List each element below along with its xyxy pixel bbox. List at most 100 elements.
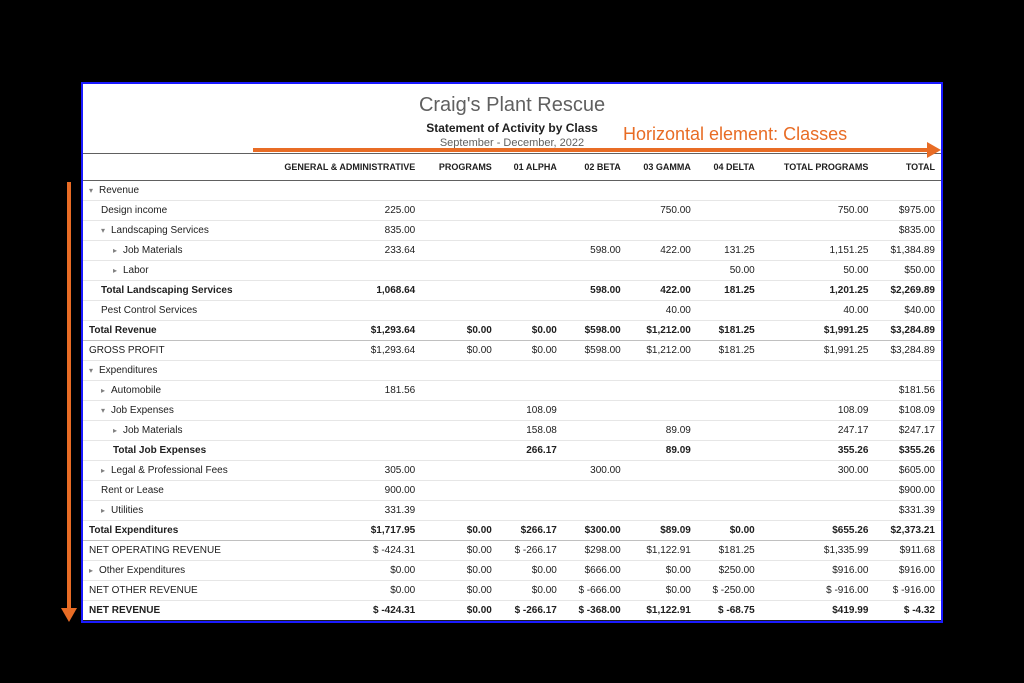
- value-cell[interactable]: [498, 481, 563, 501]
- value-cell[interactable]: $181.25: [697, 341, 761, 361]
- value-cell[interactable]: [563, 301, 627, 321]
- value-cell[interactable]: [421, 501, 498, 521]
- column-header[interactable]: TOTAL PROGRAMS: [761, 154, 875, 181]
- value-cell[interactable]: $1,335.99: [761, 541, 875, 561]
- value-cell[interactable]: 300.00: [563, 461, 627, 481]
- value-cell[interactable]: $0.00: [253, 561, 421, 581]
- value-cell[interactable]: 158.08: [498, 421, 563, 441]
- value-cell[interactable]: 598.00: [563, 241, 627, 261]
- value-cell[interactable]: 1,068.64: [253, 281, 421, 301]
- value-cell[interactable]: [253, 361, 421, 381]
- value-cell[interactable]: 750.00: [627, 201, 697, 221]
- value-cell[interactable]: $0.00: [421, 321, 498, 341]
- value-cell[interactable]: [627, 461, 697, 481]
- value-cell[interactable]: [563, 481, 627, 501]
- value-cell[interactable]: [697, 181, 761, 201]
- value-cell[interactable]: $ -4.32: [874, 601, 941, 621]
- column-header-account[interactable]: [83, 154, 253, 181]
- value-cell[interactable]: $ -368.00: [563, 601, 627, 621]
- value-cell[interactable]: $0.00: [498, 341, 563, 361]
- value-cell[interactable]: 750.00: [761, 201, 875, 221]
- value-cell[interactable]: $1,384.89: [874, 241, 941, 261]
- column-header[interactable]: 01 ALPHA: [498, 154, 563, 181]
- value-cell[interactable]: [697, 501, 761, 521]
- value-cell[interactable]: $598.00: [563, 321, 627, 341]
- value-cell[interactable]: 1,201.25: [761, 281, 875, 301]
- value-cell[interactable]: [498, 201, 563, 221]
- value-cell[interactable]: [627, 221, 697, 241]
- value-cell[interactable]: [697, 381, 761, 401]
- value-cell[interactable]: [498, 501, 563, 521]
- value-cell[interactable]: [253, 181, 421, 201]
- account-cell[interactable]: ▸Labor: [83, 261, 253, 281]
- value-cell[interactable]: $0.00: [498, 321, 563, 341]
- value-cell[interactable]: $598.00: [563, 341, 627, 361]
- value-cell[interactable]: [253, 301, 421, 321]
- expand-toggle-icon[interactable]: ▸: [113, 426, 121, 435]
- value-cell[interactable]: $1,212.00: [627, 321, 697, 341]
- value-cell[interactable]: $975.00: [874, 201, 941, 221]
- value-cell[interactable]: [761, 181, 875, 201]
- value-cell[interactable]: 89.09: [627, 441, 697, 461]
- value-cell[interactable]: [563, 361, 627, 381]
- value-cell[interactable]: $0.00: [421, 341, 498, 361]
- column-header[interactable]: 04 DELTA: [697, 154, 761, 181]
- value-cell[interactable]: $419.99: [761, 601, 875, 621]
- value-cell[interactable]: [421, 181, 498, 201]
- value-cell[interactable]: [498, 281, 563, 301]
- value-cell[interactable]: $655.26: [761, 521, 875, 541]
- value-cell[interactable]: $40.00: [874, 301, 941, 321]
- value-cell[interactable]: $300.00: [563, 521, 627, 541]
- value-cell[interactable]: [421, 361, 498, 381]
- value-cell[interactable]: 50.00: [761, 261, 875, 281]
- account-cell[interactable]: ▸Utilities: [83, 501, 253, 521]
- value-cell[interactable]: 108.09: [498, 401, 563, 421]
- value-cell[interactable]: [761, 221, 875, 241]
- value-cell[interactable]: $ -250.00: [697, 581, 761, 601]
- value-cell[interactable]: $1,212.00: [627, 341, 697, 361]
- value-cell[interactable]: 300.00: [761, 461, 875, 481]
- value-cell[interactable]: [627, 181, 697, 201]
- value-cell[interactable]: $1,991.25: [761, 321, 875, 341]
- value-cell[interactable]: 181.25: [697, 281, 761, 301]
- value-cell[interactable]: $2,269.89: [874, 281, 941, 301]
- value-cell[interactable]: [627, 481, 697, 501]
- value-cell[interactable]: $181.25: [697, 541, 761, 561]
- value-cell[interactable]: $331.39: [874, 501, 941, 521]
- expand-toggle-icon[interactable]: ▾: [89, 366, 97, 375]
- value-cell[interactable]: $3,284.89: [874, 321, 941, 341]
- value-cell[interactable]: $1,122.91: [627, 541, 697, 561]
- value-cell[interactable]: $0.00: [498, 561, 563, 581]
- value-cell[interactable]: [563, 441, 627, 461]
- value-cell[interactable]: [697, 401, 761, 421]
- value-cell[interactable]: [697, 441, 761, 461]
- value-cell[interactable]: 108.09: [761, 401, 875, 421]
- value-cell[interactable]: [253, 401, 421, 421]
- account-cell[interactable]: ▸Legal & Professional Fees: [83, 461, 253, 481]
- value-cell[interactable]: $0.00: [697, 521, 761, 541]
- value-cell[interactable]: 266.17: [498, 441, 563, 461]
- expand-toggle-icon[interactable]: ▸: [101, 506, 109, 515]
- value-cell[interactable]: [697, 461, 761, 481]
- value-cell[interactable]: $0.00: [253, 581, 421, 601]
- value-cell[interactable]: $835.00: [874, 221, 941, 241]
- value-cell[interactable]: [874, 361, 941, 381]
- value-cell[interactable]: [697, 361, 761, 381]
- value-cell[interactable]: $3,284.89: [874, 341, 941, 361]
- value-cell[interactable]: [761, 361, 875, 381]
- value-cell[interactable]: [627, 401, 697, 421]
- value-cell[interactable]: [421, 401, 498, 421]
- value-cell[interactable]: 247.17: [761, 421, 875, 441]
- value-cell[interactable]: $50.00: [874, 261, 941, 281]
- value-cell[interactable]: [421, 281, 498, 301]
- account-cell[interactable]: ▸Automobile: [83, 381, 253, 401]
- value-cell[interactable]: 1,151.25: [761, 241, 875, 261]
- account-cell[interactable]: ▸Other Expenditures: [83, 561, 253, 581]
- value-cell[interactable]: 422.00: [627, 241, 697, 261]
- value-cell[interactable]: 305.00: [253, 461, 421, 481]
- value-cell[interactable]: [697, 201, 761, 221]
- account-cell[interactable]: ▾Job Expenses: [83, 401, 253, 421]
- value-cell[interactable]: [761, 381, 875, 401]
- value-cell[interactable]: 355.26: [761, 441, 875, 461]
- value-cell[interactable]: 50.00: [697, 261, 761, 281]
